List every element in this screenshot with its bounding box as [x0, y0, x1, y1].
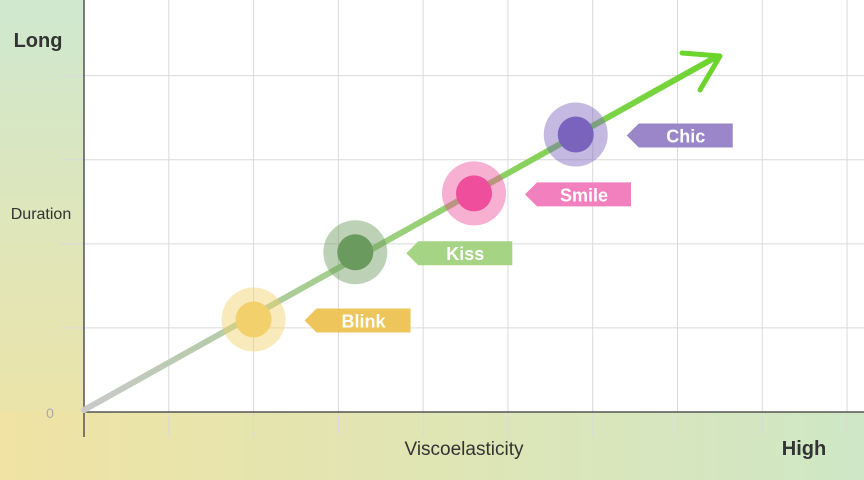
label-tag-smile: [525, 182, 631, 207]
x-axis-band: [0, 412, 864, 480]
trend-arrow-line: [81, 54, 719, 413]
y-axis-band: [0, 0, 84, 480]
point-dot-chic: [557, 116, 594, 153]
data-marks: Blink Kiss Smile Chic: [221, 102, 733, 352]
trend-arrow: [81, 50, 723, 413]
point-dot-blink: [235, 301, 272, 338]
y-axis-title: Duration: [11, 206, 71, 223]
point-dot-kiss: [337, 234, 374, 271]
point-chic: Chic: [543, 102, 733, 167]
label-tag-chic: [626, 123, 733, 148]
point-dot-smile: [456, 175, 492, 212]
point-blink: Blink: [221, 287, 411, 352]
point-kiss: Kiss: [323, 220, 513, 285]
label-tag-kiss: [406, 241, 513, 266]
origin-label: 0: [46, 405, 54, 421]
y-top-label: Long: [14, 30, 63, 52]
point-label-smile: Smile: [560, 185, 608, 205]
x-axis-title: Viscoelasticity: [405, 439, 524, 460]
point-smile: Smile: [442, 161, 631, 226]
label-tag-blink: [304, 308, 411, 333]
point-label-chic: Chic: [666, 127, 705, 147]
point-label-blink: Blink: [342, 312, 387, 332]
point-label-kiss: Kiss: [446, 244, 484, 264]
trend-arrow-head: [679, 50, 723, 93]
x-right-label: High: [782, 438, 826, 460]
